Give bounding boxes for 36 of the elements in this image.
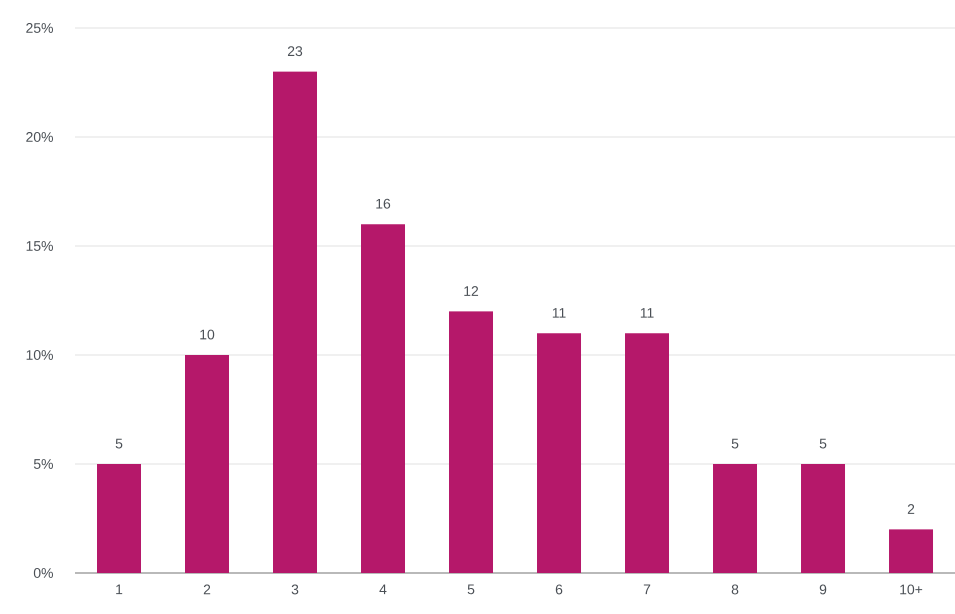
- bar: [889, 529, 934, 573]
- x-tick-label: 5: [468, 584, 474, 594]
- bar: [361, 224, 406, 573]
- x-tick-label: 7: [644, 584, 650, 594]
- data-label: 11: [640, 308, 654, 318]
- x-tick-label: 4: [379, 584, 386, 594]
- x-tick-label: 8: [732, 584, 738, 594]
- bar: [801, 464, 846, 573]
- bar: [625, 333, 670, 573]
- bar: [185, 354, 230, 573]
- x-tick-label: 10+: [900, 584, 922, 594]
- y-tick-label: 25%: [26, 23, 53, 33]
- bar: [449, 311, 494, 573]
- y-tick-label: 20%: [26, 132, 53, 142]
- data-label: 11: [552, 308, 566, 318]
- y-tick-label: 0%: [34, 568, 53, 578]
- y-tick-label: 10%: [26, 350, 53, 360]
- x-tick-label: 6: [556, 584, 562, 594]
- data-label: 12: [464, 286, 478, 296]
- y-tick-label: 15%: [26, 241, 53, 251]
- data-label: 2: [908, 504, 914, 514]
- data-label: 10: [200, 330, 214, 340]
- data-label: 5: [116, 438, 122, 448]
- data-label: 16: [376, 198, 390, 209]
- y-tick-label: 5%: [34, 459, 53, 469]
- x-tick-label: 3: [292, 584, 298, 594]
- bar: [537, 333, 582, 573]
- x-tick-label: 9: [820, 584, 826, 594]
- bar: [97, 464, 141, 573]
- data-label: 23: [288, 46, 302, 56]
- x-tick-label: 1: [116, 584, 122, 594]
- data-label: 5: [820, 438, 826, 448]
- x-tick-label: 2: [204, 584, 210, 594]
- bar: [273, 72, 318, 573]
- data-label: 5: [732, 438, 738, 448]
- bar: [713, 464, 758, 573]
